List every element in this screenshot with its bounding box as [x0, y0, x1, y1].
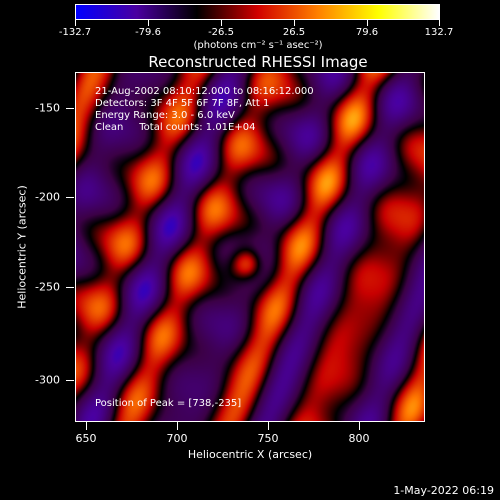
x-tick — [359, 422, 360, 430]
x-tick — [177, 422, 178, 430]
y-tick-label: -150 — [35, 101, 60, 115]
colorbar-tick — [221, 20, 222, 26]
colorbar-unit-label: (photons cm⁻² s⁻¹ asec⁻²) — [193, 40, 323, 51]
footer-timestamp: 1-May-2022 06:19 — [393, 484, 494, 497]
x-tick-label: 800 — [348, 432, 370, 445]
y-tick — [66, 287, 74, 288]
info-energy: Energy Range: 3.0 - 6.0 keV — [95, 110, 235, 121]
x-axis-label: Heliocentric X (arcsec) — [187, 448, 313, 461]
x-tick — [268, 422, 269, 430]
y-tick-label: -250 — [35, 280, 60, 294]
colorbar-tick-label: -26.5 — [208, 27, 234, 38]
x-tick-label: 750 — [257, 432, 279, 445]
y-tick-label: -200 — [35, 190, 60, 204]
plot-frame — [75, 72, 425, 422]
info-time-range: 21-Aug-2002 08:10:12.000 to 08:16:12.000 — [95, 86, 314, 97]
colorbar-tick-label: -79.6 — [135, 27, 161, 38]
info-clean: Clean Total counts: 1.01E+04 — [95, 122, 256, 133]
y-tick-label: -300 — [35, 373, 60, 387]
colorbar-tick-label: -132.7 — [58, 27, 92, 38]
rhessi-image — [75, 72, 425, 422]
info-peak-position: Position of Peak = [738,-235] — [95, 398, 242, 409]
y-tick — [66, 380, 74, 381]
x-tick-label: 700 — [166, 432, 188, 445]
y-axis-label: Heliocentric Y (arcsec) — [15, 185, 29, 309]
colorbar-tick — [367, 20, 368, 26]
y-tick — [66, 108, 74, 109]
x-tick-label: 650 — [75, 432, 97, 445]
x-tick — [86, 422, 87, 430]
colorbar-tick — [294, 20, 295, 26]
colorbar-tick — [75, 20, 76, 26]
plot-title: Reconstructed RHESSI Image — [148, 53, 368, 71]
y-tick — [66, 197, 74, 198]
colorbar-tick — [148, 20, 149, 26]
colorbar-tick-label: 132.7 — [424, 27, 454, 38]
info-detectors: Detectors: 3F 4F 5F 6F 7F 8F, Att 1 — [95, 98, 270, 109]
colorbar — [75, 4, 440, 20]
colorbar-tick-label: 26.5 — [282, 27, 306, 38]
colorbar-tick-label: 79.6 — [355, 27, 379, 38]
colorbar-tick — [439, 20, 440, 26]
